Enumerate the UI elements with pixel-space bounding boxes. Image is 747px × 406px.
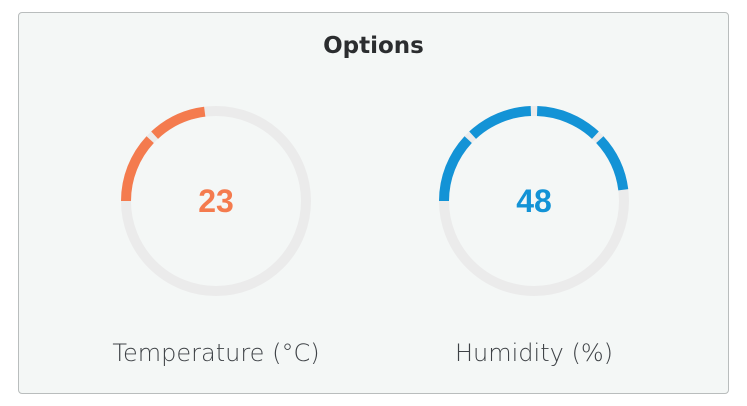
temperature-label: Temperature (°C): [112, 339, 320, 367]
panel-title: Options: [323, 33, 424, 59]
humidity-arc-segment: [439, 136, 472, 202]
humidity-label: Humidity (%): [455, 339, 613, 367]
humidity-arc-segment: [469, 106, 532, 139]
temperature-gauge-arc: [121, 106, 206, 202]
humidity-gauge: 48 Humidity (%): [434, 101, 634, 381]
temperature-value: 23: [198, 183, 234, 219]
options-panel: Options 23 Temperature (°C) 48 Humidity …: [18, 12, 729, 394]
humidity-gauge-ring: 48: [439, 106, 629, 296]
temperature-arc-segment: [151, 106, 206, 139]
temperature-gauge-ring: 23: [121, 106, 311, 296]
temperature-arc-segment: [121, 136, 154, 202]
humidity-value: 48: [516, 183, 552, 219]
temperature-gauge: 23 Temperature (°C): [112, 101, 320, 381]
humidity-arc-segment: [536, 106, 599, 139]
humidity-gauge-arc: [439, 106, 629, 202]
humidity-arc-segment: [596, 136, 629, 191]
